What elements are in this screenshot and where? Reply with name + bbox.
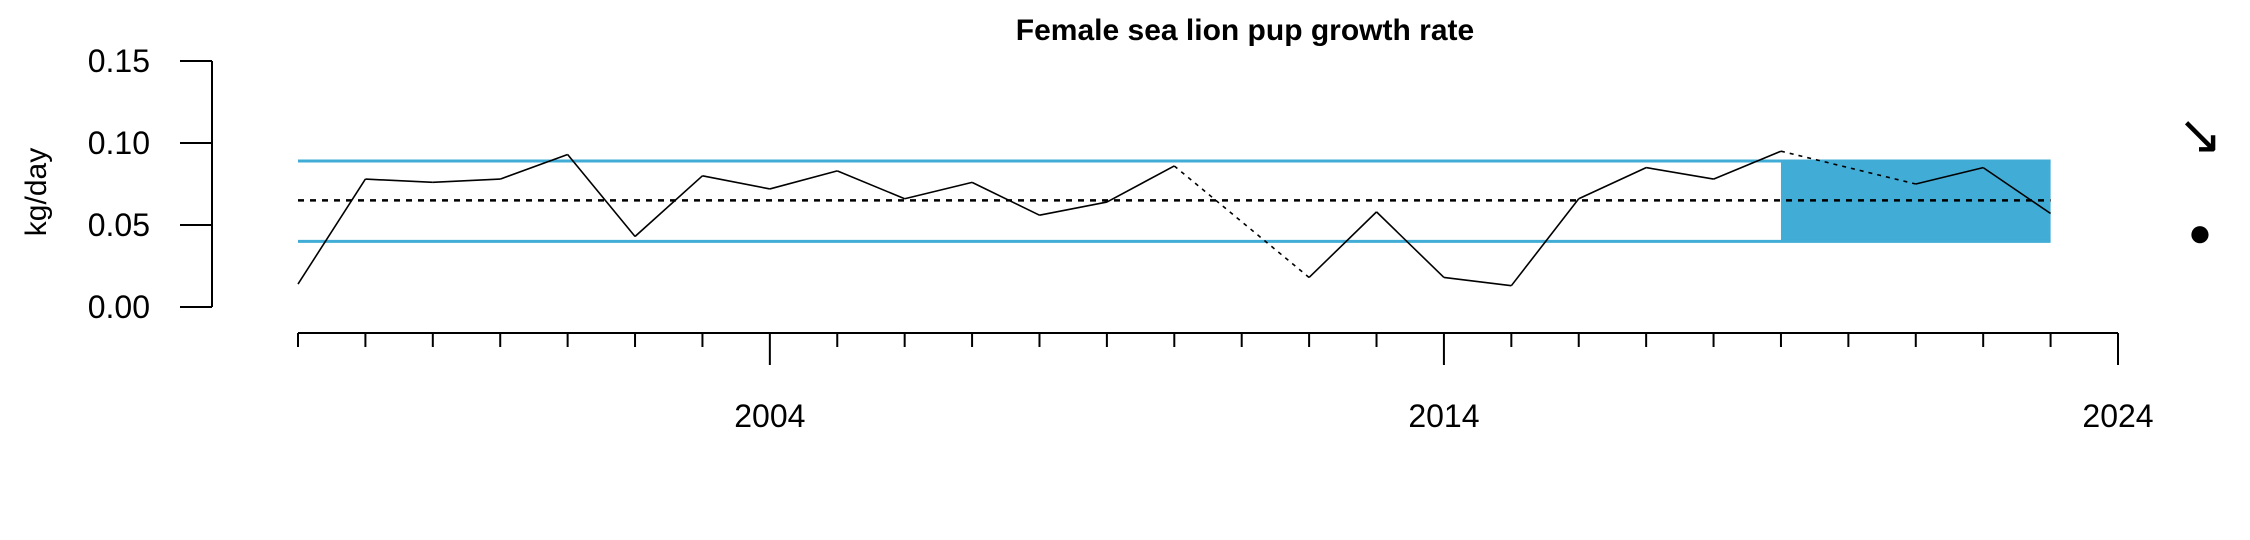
series-segment bbox=[499, 153, 568, 180]
x-tick-label: 2004 bbox=[734, 398, 805, 434]
series-layer bbox=[297, 150, 2052, 287]
series-segment bbox=[432, 178, 501, 184]
x-tick-label: 2014 bbox=[1408, 398, 1479, 434]
y-tick-label: 0.00 bbox=[88, 289, 150, 325]
series-segment bbox=[1915, 166, 1984, 185]
y-axis: 0.00 0.05 0.10 0.15 bbox=[88, 43, 213, 325]
series-segment bbox=[1510, 198, 1580, 287]
series-segment bbox=[1106, 165, 1175, 203]
series-segment bbox=[1039, 201, 1108, 216]
series-segment bbox=[634, 175, 703, 238]
y-tick-label: 0.15 bbox=[88, 43, 150, 79]
series-segment bbox=[1646, 166, 1714, 180]
series-segment bbox=[904, 181, 973, 200]
series-segment bbox=[702, 175, 771, 190]
series-segment bbox=[1578, 166, 1647, 200]
x-tick-label: 2024 bbox=[2082, 398, 2153, 434]
series-segment bbox=[297, 178, 367, 285]
highlight-rect bbox=[1780, 161, 2051, 242]
y-tick-label: 0.05 bbox=[88, 207, 150, 243]
highlight-layer bbox=[1780, 161, 2051, 242]
series-segment bbox=[1443, 276, 1512, 287]
series-segment bbox=[971, 181, 1040, 216]
series-segment bbox=[567, 153, 636, 237]
trend-arrow-icon: ↘ bbox=[2177, 105, 2222, 165]
series-segment bbox=[1713, 150, 1782, 180]
mean-status-dot-icon: ● bbox=[2188, 211, 2212, 255]
series-segment bbox=[1375, 211, 1445, 279]
series-segment bbox=[1308, 211, 1378, 279]
chart-title: Female sea lion pup growth rate bbox=[1016, 14, 1474, 47]
series-segment bbox=[836, 170, 905, 200]
x-axis: 2004 2014 2024 bbox=[297, 332, 2154, 434]
series-segment bbox=[1982, 166, 2052, 215]
y-axis-label: kg/day bbox=[20, 148, 53, 236]
y-tick-label: 0.10 bbox=[88, 125, 150, 161]
series-gap-segment bbox=[1173, 165, 1310, 279]
series-segment bbox=[365, 178, 433, 184]
series-segment bbox=[769, 170, 838, 190]
